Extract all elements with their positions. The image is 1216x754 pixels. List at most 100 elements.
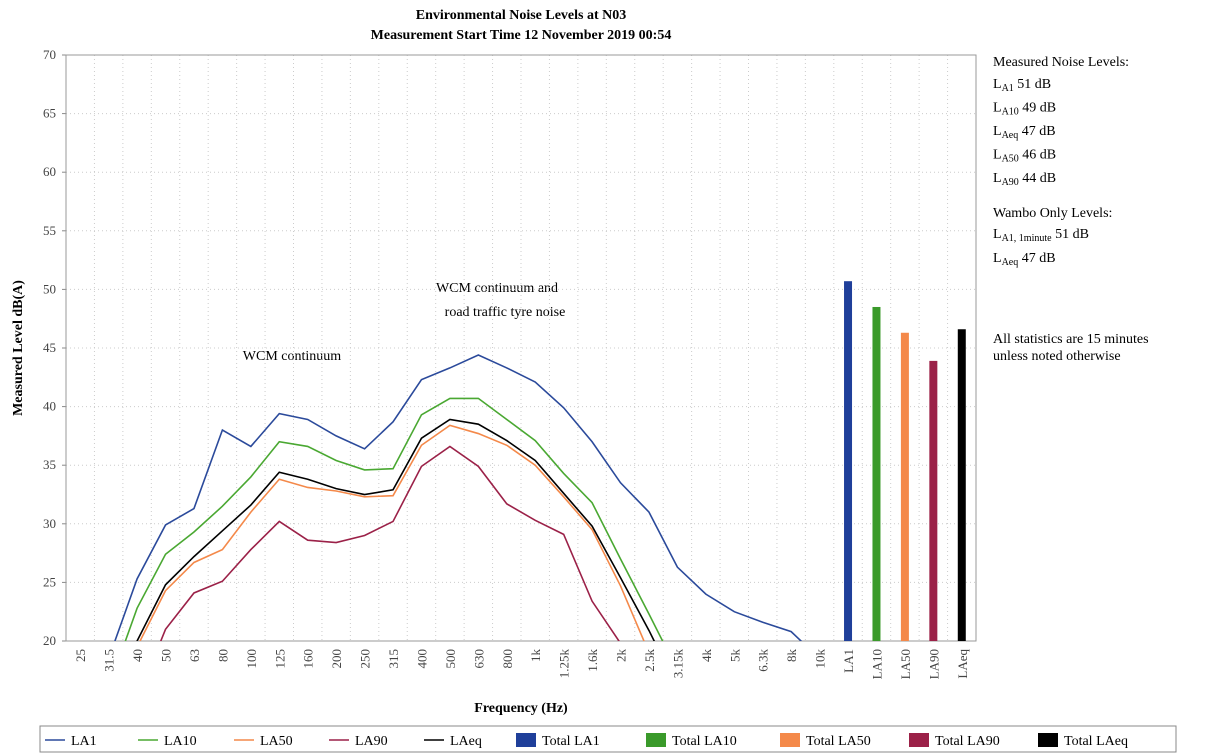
y-tick-label: 60 bbox=[43, 164, 56, 179]
x-tick-label: 100 bbox=[244, 649, 259, 669]
plot-frame bbox=[65, 54, 977, 642]
note-part: A1 bbox=[1002, 83, 1014, 94]
x-tick-label: 1.6k bbox=[585, 649, 600, 672]
annotation: road traffic tyre noise bbox=[445, 305, 566, 320]
x-tick-label: 4k bbox=[699, 649, 714, 663]
note-part: L bbox=[993, 148, 1002, 163]
x-tick-label: 8k bbox=[784, 649, 799, 663]
note-part: L bbox=[993, 77, 1002, 92]
y-tick-label: 40 bbox=[43, 399, 56, 414]
chart-subtitle: Measurement Start Time 12 November 2019 … bbox=[371, 28, 672, 43]
y-tick-label: 50 bbox=[43, 281, 56, 296]
x-tick-label: 2.5k bbox=[642, 649, 657, 672]
x-axis-label: Frequency (Hz) bbox=[474, 701, 568, 716]
bar bbox=[900, 332, 909, 641]
note-item: LA1, 1minute 51 dB bbox=[993, 227, 1089, 244]
note-part: 51 dB bbox=[1017, 77, 1051, 92]
y-tick-label: 65 bbox=[43, 106, 56, 121]
legend-label: Total LA90 bbox=[935, 734, 1000, 749]
note-item: LAeq 47 dB bbox=[993, 124, 1056, 141]
legend-label: Total LA1 bbox=[542, 734, 600, 749]
legend-label: Total LA10 bbox=[672, 734, 737, 749]
x-tick-label: 63 bbox=[187, 649, 202, 662]
note-footnote: unless noted otherwise bbox=[993, 349, 1121, 364]
legend-label: Total LAeq bbox=[1064, 734, 1128, 749]
note-part: L bbox=[993, 251, 1002, 266]
x-tick-label: 40 bbox=[130, 649, 145, 662]
bar bbox=[957, 329, 966, 641]
legend-label: LA10 bbox=[164, 734, 197, 749]
legend-swatch bbox=[780, 733, 800, 747]
legend-label: LA90 bbox=[355, 734, 388, 749]
plot-area bbox=[114, 281, 966, 641]
note-footnote: All statistics are 15 minutes bbox=[993, 332, 1149, 347]
note-part: A10 bbox=[1002, 107, 1019, 118]
note-part: 46 dB bbox=[1022, 148, 1056, 163]
x-tick-label: 160 bbox=[301, 649, 316, 669]
note-item: LAeq 47 dB bbox=[993, 251, 1056, 268]
x-tick-label: LAeq bbox=[955, 649, 970, 679]
legend-label: LAeq bbox=[450, 734, 482, 749]
line-series bbox=[124, 397, 664, 641]
note-part: 49 dB bbox=[1022, 101, 1056, 116]
note-heading: Wambo Only Levels: bbox=[993, 206, 1112, 221]
x-tick-label: 630 bbox=[471, 649, 486, 669]
x-tick-label: 10k bbox=[813, 649, 828, 669]
note-part: L bbox=[993, 227, 1002, 242]
legend-swatch bbox=[516, 733, 536, 747]
x-tick-label: 1.25k bbox=[557, 649, 572, 679]
x-tick-label: 500 bbox=[443, 649, 458, 669]
x-tick-label: LA1 bbox=[841, 649, 856, 673]
line-series bbox=[136, 418, 656, 641]
note-part: L bbox=[993, 124, 1002, 139]
x-tick-label: 1k bbox=[528, 649, 543, 663]
x-tick-label: 125 bbox=[272, 649, 287, 669]
note-part: Aeq bbox=[1002, 257, 1019, 268]
legend-label: LA50 bbox=[260, 734, 293, 749]
legend-swatch bbox=[1038, 733, 1058, 747]
x-tick-label: 250 bbox=[358, 649, 373, 669]
x-tick-label: 400 bbox=[414, 649, 429, 669]
x-tick-label: 315 bbox=[386, 649, 401, 669]
y-tick-label: 20 bbox=[43, 633, 56, 648]
bar bbox=[929, 360, 938, 641]
chart-title: Environmental Noise Levels at N03 bbox=[416, 8, 627, 23]
annotation: WCM continuum and bbox=[436, 281, 558, 296]
note-part: A50 bbox=[1002, 154, 1019, 165]
y-tick-label: 70 bbox=[43, 47, 56, 62]
note-part: A90 bbox=[1002, 177, 1019, 188]
note-part: L bbox=[993, 101, 1002, 116]
legend-swatch bbox=[646, 733, 666, 747]
x-tick-label: 80 bbox=[215, 649, 230, 662]
y-tick-label: 25 bbox=[43, 574, 56, 589]
legend-swatch bbox=[909, 733, 929, 747]
y-tick-label: 45 bbox=[43, 340, 56, 355]
x-tick-label: 200 bbox=[329, 649, 344, 669]
bar bbox=[872, 306, 881, 641]
line-series bbox=[139, 424, 645, 641]
note-heading: Measured Noise Levels: bbox=[993, 55, 1129, 70]
x-tick-label: LA90 bbox=[926, 649, 941, 679]
note-item: LA50 46 dB bbox=[993, 148, 1056, 165]
legend-box bbox=[39, 725, 1177, 753]
note-part: A1, 1minute bbox=[1002, 233, 1053, 244]
x-tick-label: 2k bbox=[614, 649, 629, 663]
note-item: LA90 44 dB bbox=[993, 171, 1056, 188]
legend-label: Total LA50 bbox=[806, 734, 871, 749]
note-part: 44 dB bbox=[1022, 171, 1056, 186]
x-tick-label: LA50 bbox=[898, 649, 913, 679]
line-series bbox=[159, 445, 620, 641]
y-tick-label: 55 bbox=[43, 223, 56, 238]
x-tick-label: 31.5 bbox=[102, 649, 117, 672]
y-tick-label: 30 bbox=[43, 516, 56, 531]
x-tick-label: 25 bbox=[73, 649, 88, 662]
y-tick-label: 35 bbox=[43, 457, 56, 472]
note-part: Aeq bbox=[1002, 130, 1019, 141]
bar bbox=[844, 281, 853, 641]
note-item: LA10 49 dB bbox=[993, 101, 1056, 118]
x-tick-label: 50 bbox=[159, 649, 174, 662]
line-series bbox=[114, 354, 803, 641]
x-tick-label: 6.3k bbox=[756, 649, 771, 672]
annotation: WCM continuum bbox=[243, 349, 341, 364]
